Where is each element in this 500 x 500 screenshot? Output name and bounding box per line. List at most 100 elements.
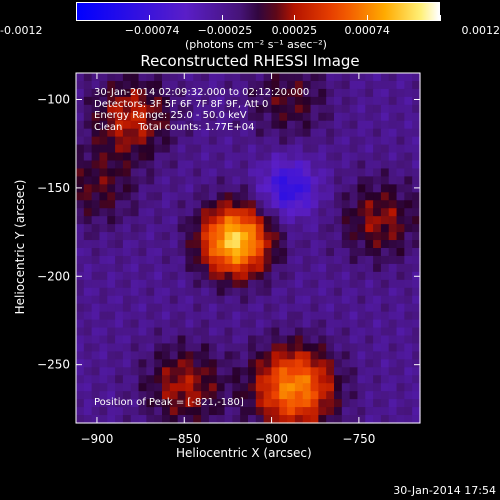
heatmap-cell [162,144,171,154]
heatmap-cell [396,144,405,154]
heatmap-cell [99,136,108,146]
heatmap-cell [388,184,398,193]
heatmap-cell [193,319,202,329]
heatmap-cell [279,351,288,360]
heatmap-cell [310,415,319,424]
heatmap-cell [318,295,327,305]
heatmap-cell [412,176,421,185]
heatmap-cell [318,80,327,90]
heatmap-cell [302,415,312,424]
heatmap-cell [388,367,398,376]
heatmap-cell [248,144,257,154]
heatmap-cell [193,343,202,352]
heatmap-cell [412,407,421,416]
heatmap-cell [224,383,233,392]
heatmap-cell [341,144,351,154]
heatmap-cell [216,335,226,345]
heatmap-cell [208,255,218,265]
heatmap-cell [388,279,398,289]
heatmap-cell [318,279,327,289]
heatmap-cell [334,287,343,297]
heatmap-cell [263,351,273,360]
heatmap-cell [115,335,124,345]
heatmap-cell [193,120,202,130]
heatmap-cell [334,128,343,138]
heatmap-cell [91,232,101,241]
heatmap-cell [130,327,140,337]
heatmap-cell [279,391,288,400]
heatmap-cell [287,311,296,321]
heatmap-cell [208,351,218,360]
heatmap-cell [380,128,390,138]
heatmap-cell [169,248,179,257]
heatmap-cell [373,351,382,360]
heatmap-cell [91,375,101,384]
heatmap-cell [341,343,351,352]
heatmap-cell [271,80,280,90]
heatmap-cell [130,104,140,114]
heatmap-cell [240,208,249,217]
heatmap-cell [310,327,319,337]
heatmap-cell [130,271,140,281]
heatmap-cell [107,240,116,249]
heatmap-cell [404,327,413,337]
heatmap-cell [279,160,288,170]
heatmap-cell [318,216,327,225]
heatmap-cell [334,136,343,146]
colorbar-tick-label: −0.00025 [197,24,253,37]
heatmap-cell [380,319,390,329]
heatmap-cell [287,152,296,162]
heatmap-cell [130,160,140,170]
heatmap-cell [388,136,398,146]
heatmap-cell [91,136,101,146]
heatmap-cell [357,343,366,352]
heatmap-cell [216,208,226,217]
heatmap-cell [201,128,210,138]
y-tick-label: −150 [37,181,70,195]
heatmap-cell [294,287,304,297]
heatmap-cell [154,303,163,313]
heatmap-cell [146,176,155,185]
heatmap-cell [177,224,187,233]
heatmap-cell [287,359,296,368]
heatmap-cell [271,144,280,154]
heatmap-cell [177,168,187,177]
heatmap-cell [130,136,140,146]
heatmap-cell [115,295,124,305]
heatmap-cell [248,263,257,273]
heatmap-cell [396,240,405,249]
heatmap-cell [318,96,327,106]
heatmap-cell [115,80,124,90]
heatmap-cell [130,311,140,321]
heatmap-cell [107,335,116,345]
heatmap-cell [130,88,140,98]
heatmap-cell [357,375,366,384]
heatmap-cell [201,112,210,122]
heatmap-cell [91,311,101,321]
heatmap-cell [326,112,335,122]
heatmap-cell [193,335,202,345]
heatmap-cell [122,407,132,416]
heatmap-cell [115,176,124,185]
heatmap-cell [373,216,382,225]
heatmap-cell [396,96,405,106]
annotation-energy-range: Energy Range: 25.0 - 50.0 keV [94,110,247,121]
heatmap-cell [380,160,390,170]
heatmap-cell [107,120,116,130]
heatmap-cell [255,73,265,82]
heatmap-cell [334,96,343,106]
heatmap-cell [341,327,351,337]
heatmap-cell [279,128,288,138]
heatmap-cell [279,152,288,162]
heatmap-cell [201,407,210,416]
heatmap-cell [271,343,280,352]
heatmap-cell [357,279,366,289]
heatmap-cell [396,391,405,400]
y-axis-label: Heliocentric Y (arcsec) [13,179,27,315]
heatmap-cell [138,192,147,201]
heatmap-cell [122,391,132,400]
heatmap-cell [162,399,171,408]
heatmap-cell [396,128,405,138]
heatmap-cell [373,359,382,368]
heatmap-cell [373,248,382,257]
